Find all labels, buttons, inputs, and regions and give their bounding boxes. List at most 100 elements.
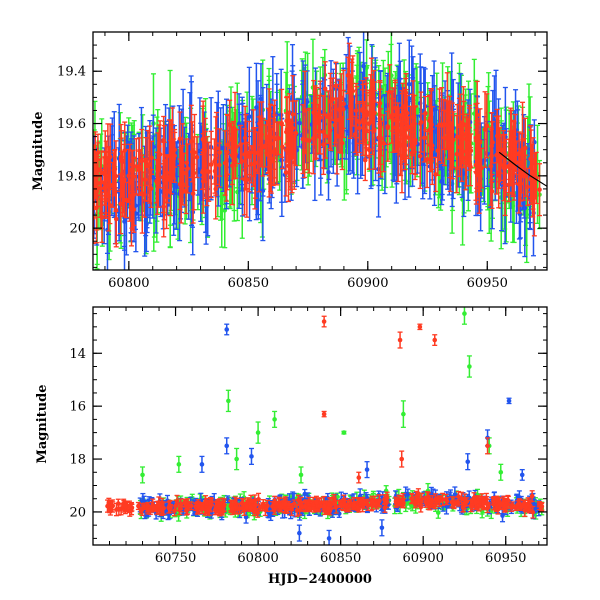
red-data-point: [287, 118, 293, 191]
red-data-point: [476, 154, 482, 214]
red-data-point: [211, 138, 217, 185]
blue-outlier-point: [296, 524, 302, 542]
red-data-point: [317, 80, 323, 155]
red-data-point: [443, 100, 449, 150]
top-ticks: [93, 31, 547, 270]
red-data-point: [188, 104, 194, 179]
red-data-point: [439, 87, 445, 164]
red-data-point: [154, 151, 160, 215]
red-data-point: [484, 498, 490, 509]
red-data-point: [374, 498, 380, 510]
red-data-point: [446, 101, 452, 160]
red-data-point: [416, 495, 422, 508]
green-outlier-point: [176, 455, 182, 473]
red-data-point: [272, 99, 278, 179]
red-data-point: [417, 123, 423, 190]
red-data-point: [217, 509, 223, 517]
red-data-point: [202, 130, 208, 200]
red-data-point: [363, 77, 369, 146]
red-data-point: [376, 494, 382, 508]
red-data-point: [473, 495, 479, 509]
red-outlier-point: [417, 323, 423, 331]
red-data-point: [477, 108, 483, 177]
red-outlier-point: [321, 315, 327, 328]
red-data-point: [328, 77, 334, 151]
red-data-point: [166, 501, 172, 514]
red-data-point: [496, 497, 502, 511]
red-data-point: [511, 136, 517, 175]
red-data-point: [243, 502, 249, 512]
red-data-point: [422, 95, 428, 131]
red-data-point: [238, 124, 244, 165]
red-data-point: [521, 149, 527, 201]
red-outlier-point: [485, 437, 491, 455]
red-data-point: [191, 113, 197, 192]
red-data-point: [252, 131, 258, 210]
blue-data-point: [243, 510, 249, 524]
red-data-point: [229, 126, 235, 206]
blue-outlier-point: [379, 519, 385, 537]
red-data-point: [256, 101, 262, 146]
model-curve: [498, 151, 547, 187]
bottom-ticks: [92, 307, 547, 545]
red-data-point: [156, 124, 162, 169]
red-data-point: [451, 496, 457, 510]
red-data-point: [508, 109, 514, 168]
blue-data-point: [297, 98, 303, 148]
blue-outlier-point: [364, 461, 370, 479]
x-tick-label: 60800: [237, 551, 278, 566]
red-data-point: [277, 501, 283, 512]
red-data-point: [526, 506, 532, 514]
y-tick-label: 19.8: [57, 169, 86, 184]
red-data-point: [295, 494, 301, 506]
red-data-point: [221, 498, 227, 512]
red-data-point: [484, 93, 490, 159]
red-data-point: [248, 503, 254, 513]
red-data-point: [346, 42, 352, 120]
red-data-point: [262, 124, 268, 168]
red-data-point: [105, 499, 111, 513]
red-data-point: [302, 500, 308, 513]
red-data-point: [436, 496, 442, 504]
red-data-point: [130, 149, 136, 193]
red-data-point: [194, 136, 200, 179]
blue-data-point: [225, 495, 231, 504]
red-data-point: [320, 95, 326, 169]
red-data-point: [283, 112, 289, 152]
blue-outlier-point: [326, 529, 332, 545]
red-data-point: [399, 495, 405, 507]
red-data-point: [371, 70, 377, 133]
red-data-point: [118, 173, 124, 235]
red-data-point: [161, 141, 167, 221]
red-data-point: [490, 496, 496, 506]
red-data-point: [149, 140, 155, 175]
blue-data-point: [326, 143, 332, 201]
blue-outlier-point: [224, 323, 230, 336]
red-data-point: [195, 499, 201, 513]
red-data-point: [366, 129, 372, 170]
red-data-point: [497, 127, 503, 174]
red-data-point: [268, 103, 274, 184]
green-outlier-point: [461, 307, 467, 325]
red-data-point: [279, 124, 285, 170]
red-data-point: [409, 493, 415, 504]
red-data-point: [357, 100, 363, 145]
red-data-point: [259, 502, 265, 512]
red-data-point: [465, 118, 471, 167]
red-data-point: [256, 492, 262, 506]
x-tick-label: 60850: [320, 551, 361, 566]
y-tick-label: 20: [69, 222, 86, 237]
red-data-point: [103, 183, 109, 219]
red-data-point: [338, 499, 344, 511]
red-data-point: [459, 105, 465, 161]
red-data-point: [116, 503, 122, 516]
red-data-point: [396, 107, 402, 156]
green-outlier-point: [225, 389, 231, 413]
top-plot-area: [93, 32, 547, 270]
red-data-point: [145, 501, 151, 509]
red-data-point: [528, 158, 534, 201]
red-data-point: [539, 502, 545, 512]
red-data-point: [177, 158, 183, 211]
bottom-panel: 60750 60800 60850 60900 60950 14 16 18 20 Magnit…: [35, 306, 548, 587]
